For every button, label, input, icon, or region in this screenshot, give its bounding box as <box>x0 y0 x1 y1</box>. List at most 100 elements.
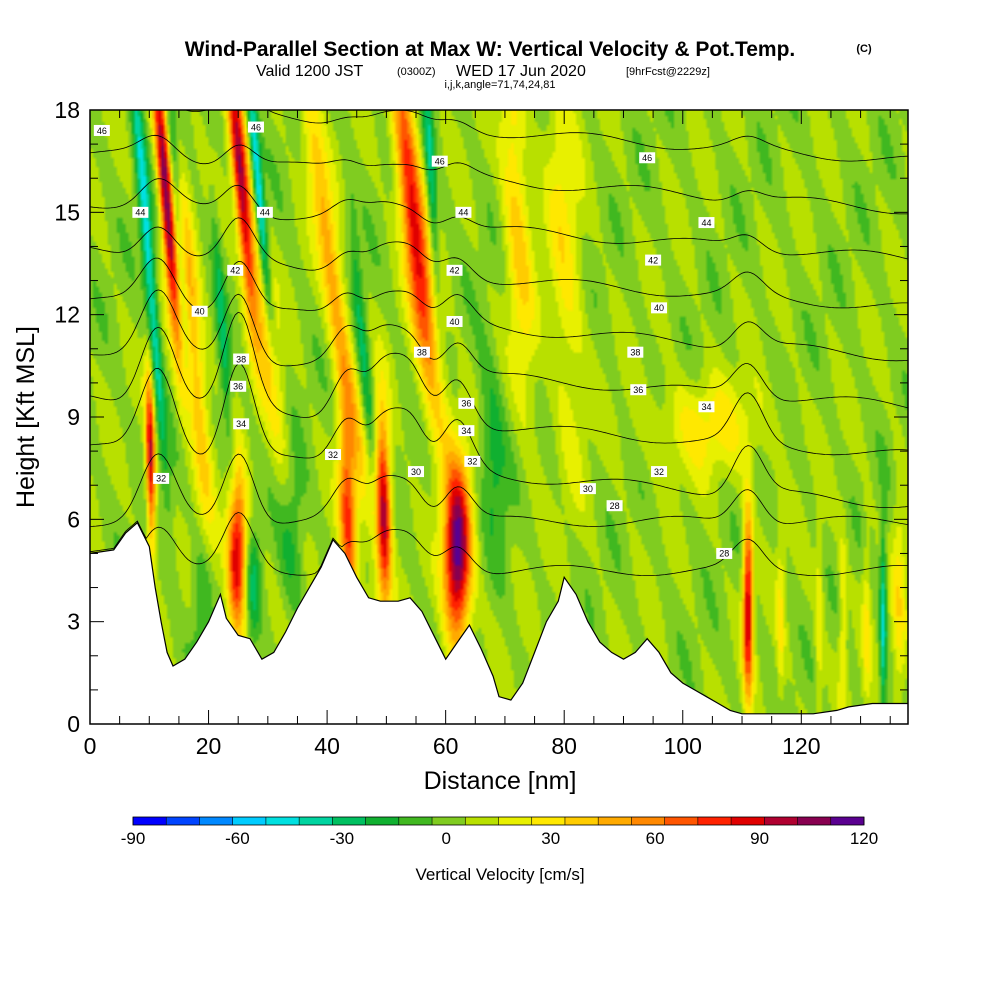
svg-text:46: 46 <box>642 153 652 163</box>
y-tick-label: 18 <box>54 97 80 123</box>
colorbar-swatch <box>664 817 699 825</box>
contour-label: 38 <box>627 346 644 358</box>
theta-contour-40 <box>90 217 908 309</box>
colorbar-swatch <box>133 817 167 825</box>
colorbar-swatch <box>232 817 267 825</box>
colorbar-swatch <box>697 817 732 825</box>
colorbar-label: Vertical Velocity [cm/s] <box>415 865 584 884</box>
colorbar-tick-label: 120 <box>850 829 878 848</box>
contour-label: 36 <box>230 380 247 392</box>
colorbar-swatch <box>265 817 300 825</box>
contour-label: 28 <box>606 500 623 512</box>
theta-contour-42 <box>90 178 908 260</box>
contour-label: 30 <box>579 483 596 495</box>
colorbar-tick-label: -90 <box>121 829 146 848</box>
svg-text:44: 44 <box>135 208 145 218</box>
vertical-velocity-field <box>90 110 908 714</box>
contour-label: 46 <box>431 155 448 167</box>
svg-text:40: 40 <box>450 317 460 327</box>
contour-label: 34 <box>698 401 715 413</box>
svg-text:32: 32 <box>328 450 338 460</box>
x-tick-label: 0 <box>84 733 97 759</box>
contour-label: 42 <box>446 264 463 276</box>
chart-subtitle: Valid 1200 JST (0300Z) WED 17 Jun 2020 [… <box>256 63 710 80</box>
colorbar-swatch <box>830 817 865 825</box>
svg-text:40: 40 <box>654 303 664 313</box>
contour-label: 32 <box>651 466 668 478</box>
valid-date: WED 17 Jun 2020 <box>456 63 586 80</box>
x-axis-label: Distance [nm] <box>424 767 577 795</box>
x-tick-label: 60 <box>433 733 459 759</box>
colorbar-swatch <box>332 817 366 825</box>
contour-label: 34 <box>233 418 250 430</box>
svg-text:44: 44 <box>458 208 468 218</box>
contour-label: 32 <box>153 472 170 484</box>
svg-text:38: 38 <box>417 347 427 357</box>
y-tick-label: 9 <box>67 404 80 430</box>
svg-text:38: 38 <box>236 354 246 364</box>
colorbar <box>132 816 865 826</box>
contour-label: 42 <box>645 254 662 266</box>
y-tick-label: 6 <box>67 506 80 532</box>
svg-text:34: 34 <box>461 426 471 436</box>
x-tick-label: 20 <box>196 733 222 759</box>
y-tick-label: 3 <box>67 609 80 635</box>
x-tick-label: 40 <box>314 733 340 759</box>
contour-label: 40 <box>191 305 208 317</box>
colorbar-swatch <box>432 817 466 825</box>
contour-label: 40 <box>446 315 463 327</box>
theta-contour-30 <box>90 453 908 527</box>
y-tick-label: 15 <box>54 199 80 225</box>
terrain-outline <box>89 521 908 715</box>
contour-label: 28 <box>716 547 733 559</box>
colorbar-swatch <box>299 817 333 825</box>
svg-text:30: 30 <box>411 467 421 477</box>
svg-text:32: 32 <box>156 474 166 484</box>
svg-text:46: 46 <box>97 126 107 136</box>
colorbar-swatch <box>365 817 400 825</box>
colorbar-swatch <box>498 817 533 825</box>
x-tick-label: 80 <box>551 733 577 759</box>
contour-label: 36 <box>458 397 475 409</box>
x-tick-label: 120 <box>782 733 820 759</box>
theta-contour-38 <box>90 257 908 362</box>
chart-title: Wind-Parallel Section at Max W: Vertical… <box>185 38 796 61</box>
colorbar-swatch <box>564 817 599 825</box>
forecast-info: [9hrFcst@2229z] <box>626 66 710 78</box>
theta-contour-46 <box>90 110 908 162</box>
contour-label: 46 <box>93 124 110 136</box>
theta-contour-44 <box>90 134 908 215</box>
contour-label: 44 <box>455 206 472 218</box>
colorbar-swatch <box>398 817 433 825</box>
colorbar-swatch <box>764 817 798 825</box>
colorbar-tick-labels: -90 -60 -30 0 30 60 90 120 <box>121 829 878 848</box>
copyright-mark: (C) <box>856 43 872 55</box>
contour-label: 38 <box>413 346 430 358</box>
svg-text:42: 42 <box>648 255 658 265</box>
contour-label: 44 <box>132 206 149 218</box>
svg-text:44: 44 <box>260 208 270 218</box>
contour-label: 40 <box>651 302 668 314</box>
svg-text:38: 38 <box>630 347 640 357</box>
theta-contour-28 <box>90 512 908 576</box>
x-tick-label: 100 <box>664 733 702 759</box>
colorbar-tick-label: 0 <box>442 829 451 848</box>
contour-label: 46 <box>247 121 264 133</box>
y-tick-label: 0 <box>67 711 80 737</box>
contour-label: 36 <box>630 384 647 396</box>
svg-text:30: 30 <box>583 484 593 494</box>
svg-text:28: 28 <box>719 549 729 559</box>
y-axis-label: Height [Kft MSL] <box>12 326 40 508</box>
colorbar-tick-label: -30 <box>330 829 355 848</box>
colorbar-tick-label: 30 <box>541 829 560 848</box>
svg-text:46: 46 <box>251 122 261 132</box>
axis-ticks <box>89 109 908 725</box>
colorbar-swatch <box>631 817 665 825</box>
theta-contour-32 <box>90 363 908 508</box>
colorbar-swatch <box>731 817 765 825</box>
potential-temperature-contours <box>90 110 908 576</box>
colorbar-tick-label: 60 <box>646 829 665 848</box>
colorbar-swatch <box>797 817 832 825</box>
